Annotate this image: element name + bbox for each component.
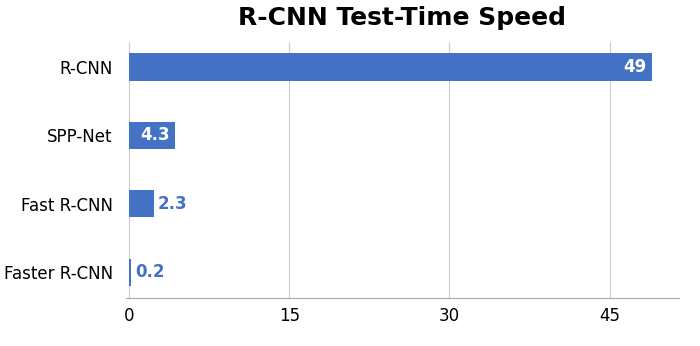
Title: R-CNN Test-Time Speed: R-CNN Test-Time Speed — [239, 6, 566, 30]
Text: 4.3: 4.3 — [140, 126, 170, 144]
Bar — [130, 53, 652, 81]
Bar — [130, 190, 154, 218]
Text: 49: 49 — [624, 58, 647, 76]
Text: 0.2: 0.2 — [136, 263, 165, 281]
Text: 2.3: 2.3 — [158, 195, 188, 213]
Bar — [130, 121, 175, 149]
Bar — [130, 258, 132, 286]
